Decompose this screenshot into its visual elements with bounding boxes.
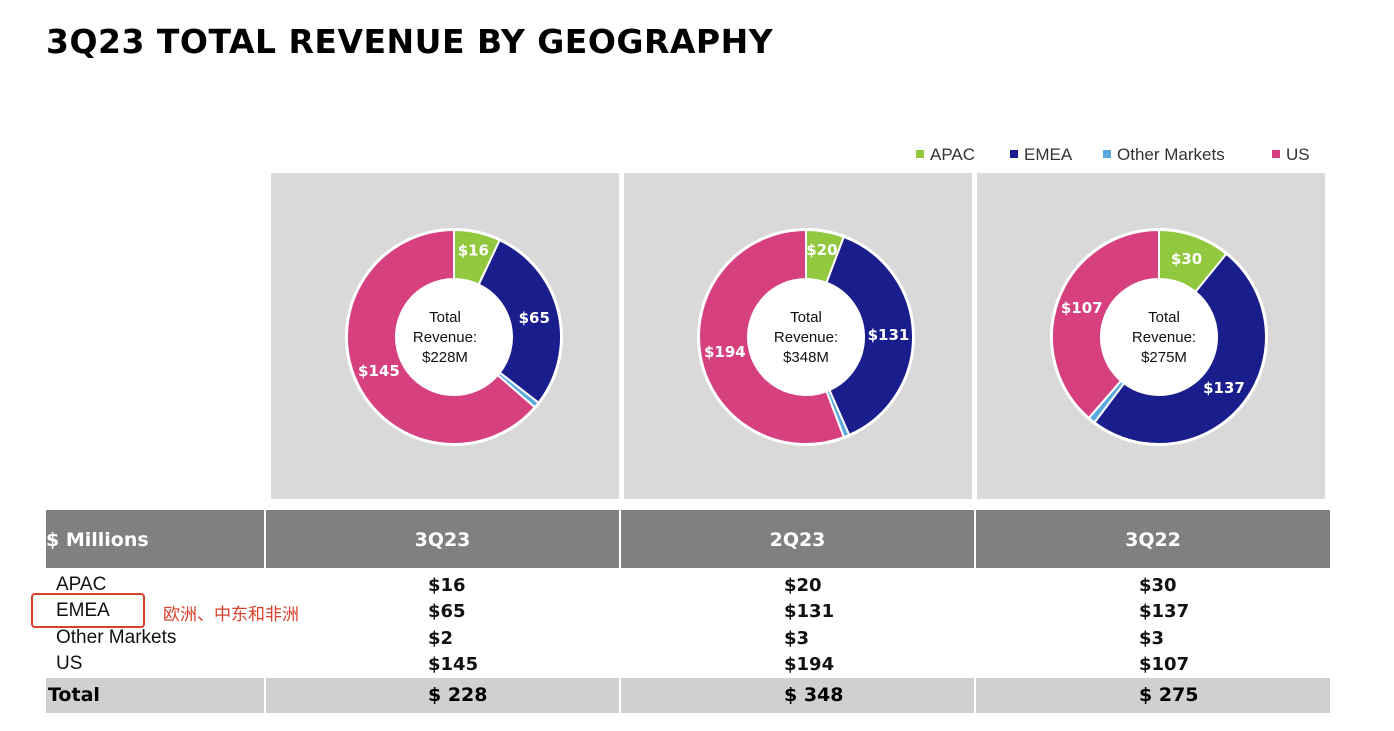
donut-data-label: $65 xyxy=(519,309,550,327)
donut-slice-emea xyxy=(1093,252,1267,445)
chart-legend: APAC EMEA Other Markets US xyxy=(900,145,1320,167)
donut-center-line: Revenue: xyxy=(1131,329,1197,346)
table-cell: $194 xyxy=(784,654,835,675)
table-cell: $3 xyxy=(784,628,810,649)
table-cell: $20 xyxy=(784,575,822,596)
donut-hole xyxy=(397,280,511,394)
donut-panel-2q23: $20 $131 $194 Total Revenue: $348M xyxy=(624,173,972,499)
donut-slice-us xyxy=(346,228,537,445)
table-cell: $3 xyxy=(1139,628,1165,649)
donut-data-label: $194 xyxy=(704,343,746,361)
table-header-3q23: 3Q23 xyxy=(266,510,619,568)
donut-data-label: $107 xyxy=(1061,299,1103,317)
donut-center-line: $348M xyxy=(783,349,829,366)
donut-slice-us xyxy=(698,228,846,445)
legend-item-emea: EMEA xyxy=(1010,145,1072,165)
legend-label-us: US xyxy=(1286,145,1310,164)
total-row-bg xyxy=(976,678,1330,713)
table-cell: $137 xyxy=(1139,601,1190,622)
donut-data-label: $30 xyxy=(1171,250,1202,268)
total-value-3q23: $ 228 xyxy=(428,684,488,706)
legend-label-apac: APAC xyxy=(930,145,976,164)
donut-panel-3q22: $30 $137 $107 Total Revenue: $275M xyxy=(977,173,1325,499)
donut-data-label: $16 xyxy=(458,242,489,260)
table-header-corner: $ Millions xyxy=(46,510,264,568)
row-label-emea: EMEA xyxy=(56,600,110,621)
donut-panel-3q23: $16 $65 $145 Total Revenue: $228M xyxy=(271,173,619,499)
donut-center-line: Total xyxy=(429,309,461,326)
donut-slice-emea xyxy=(477,238,562,405)
legend-swatch-us xyxy=(1272,149,1280,158)
total-label: Total xyxy=(48,684,100,706)
table-cell: $30 xyxy=(1139,575,1177,596)
legend-label-other-markets: Other Markets xyxy=(1117,145,1225,164)
donut-chart-3q22: $30 $137 $107 xyxy=(1050,228,1268,446)
donut-center-3q22: Total Revenue: $275M xyxy=(1094,308,1234,368)
row-label-us: US xyxy=(56,653,83,674)
table-cell: $107 xyxy=(1139,654,1190,675)
donut-center-3q23: Total Revenue: $228M xyxy=(375,308,515,368)
legend-item-apac: APAC xyxy=(916,145,975,165)
table-header-3q22: 3Q22 xyxy=(976,510,1330,568)
donut-center-line: $275M xyxy=(1141,349,1187,366)
table-cell: $2 xyxy=(428,628,454,649)
donut-slice-us xyxy=(1051,228,1160,420)
donut-center-line: $228M xyxy=(422,349,468,366)
legend-swatch-apac xyxy=(916,149,924,158)
donut-chart-3q23: $16 $65 $145 xyxy=(345,228,563,446)
legend-swatch-other-markets xyxy=(1103,149,1111,158)
table-cell: $131 xyxy=(784,601,835,622)
table-cell: $145 xyxy=(428,654,479,675)
emea-annotation: 欧洲、中东和非洲 xyxy=(163,605,299,625)
legend-swatch-emea xyxy=(1010,149,1018,158)
donut-center-2q23: Total Revenue: $348M xyxy=(736,308,876,368)
legend-item-other-markets: Other Markets xyxy=(1103,145,1225,165)
donut-slice-emea xyxy=(825,235,914,437)
total-value-2q23: $ 348 xyxy=(784,684,844,706)
donut-hole xyxy=(1102,280,1216,394)
total-row-bg xyxy=(266,678,619,713)
donut-data-label: $145 xyxy=(358,362,400,380)
table-cell: $65 xyxy=(428,601,466,622)
emea-highlight-box xyxy=(31,593,145,628)
donut-data-label: $137 xyxy=(1203,379,1245,397)
legend-item-us: US xyxy=(1272,145,1310,165)
table-cell: $16 xyxy=(428,575,466,596)
row-label-apac: APAC xyxy=(56,574,107,595)
total-value-3q22: $ 275 xyxy=(1139,684,1199,706)
donut-center-line: Revenue: xyxy=(773,329,839,346)
donut-center-line: Total xyxy=(790,309,822,326)
donut-hole xyxy=(749,280,863,394)
total-row-bg xyxy=(621,678,974,713)
page-title: 3Q23 TOTAL REVENUE BY GEOGRAPHY xyxy=(46,22,774,61)
total-row-bg xyxy=(46,678,264,713)
donut-center-line: Revenue: xyxy=(412,329,478,346)
legend-label-emea: EMEA xyxy=(1024,145,1073,164)
row-label-other-markets: Other Markets xyxy=(56,627,177,648)
donut-data-label: $20 xyxy=(806,241,837,259)
table-header-2q23: 2Q23 xyxy=(621,510,974,568)
donut-center-line: Total xyxy=(1148,309,1180,326)
donut-data-label: $131 xyxy=(868,326,910,344)
donut-chart-2q23: $20 $131 $194 xyxy=(697,228,915,446)
